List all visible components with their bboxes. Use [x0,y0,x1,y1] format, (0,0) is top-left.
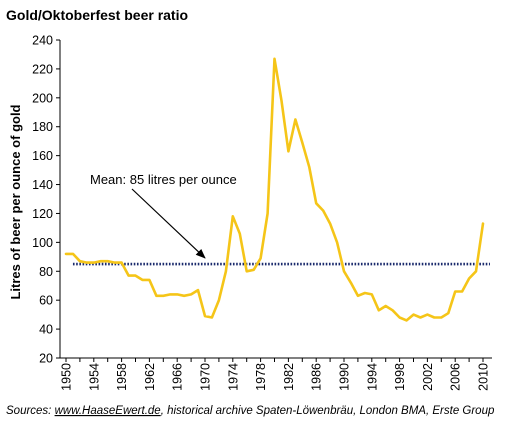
source-link[interactable]: www.HaaseEwert.de [55,405,161,417]
mean-annotation-label: Mean: 85 litres per ounce [90,172,237,187]
x-tick-label: 1970 [199,363,213,391]
x-tick-label: 1962 [143,363,157,391]
x-axis-ticks: 1950 1954 1958 1962 1966 1970 1974 1978 1982 1986… [60,358,491,391]
x-tick-label: 1950 [60,363,74,391]
x-tick-label: 2002 [421,363,435,391]
source-suffix: , historical archive Spaten-Löwenbräu, L… [161,405,495,417]
y-tick-label: 180 [32,120,53,134]
x-tick-label: 1954 [87,363,101,391]
y-tick-label: 20 [39,352,53,366]
ratio-series-line [64,57,485,322]
x-tick-label: 1974 [226,363,240,391]
x-tick-label: 1978 [254,363,268,391]
x-tick-label: 1986 [310,363,324,391]
y-tick-label: 60 [39,294,53,308]
x-tick-label: 1982 [282,363,296,391]
y-tick-label: 100 [32,236,53,250]
source-prefix: Sources: [6,405,55,417]
y-tick-label: 160 [32,149,53,163]
y-tick-label: 80 [39,265,53,279]
source-note: Sources: www.HaaseEwert.de, historical a… [6,405,495,417]
mean-annotation-arrow [131,188,206,259]
y-tick-label: 240 [32,34,53,48]
y-tick-label: 200 [32,91,53,105]
x-tick-label: 2010 [477,363,491,391]
y-axis-ticks: 20 40 60 80 100 120 140 160 180 200 220 240 [32,34,60,366]
x-tick-label: 1994 [365,363,379,391]
x-tick-label: 1966 [171,363,185,391]
x-tick-label: 2006 [449,363,463,391]
y-tick-label: 120 [32,207,53,221]
y-tick-label: 220 [32,62,53,76]
chart-title: Gold/Oktoberfest beer ratio [6,7,188,23]
y-tick-label: 140 [32,178,53,192]
x-tick-label: 1998 [393,363,407,391]
y-axis-title: Litres of beer per ounce of gold [8,104,23,299]
y-tick-label: 40 [39,323,53,337]
series-layer [64,57,490,322]
x-tick-label: 1990 [338,363,352,391]
x-tick-label: 1958 [115,363,129,391]
